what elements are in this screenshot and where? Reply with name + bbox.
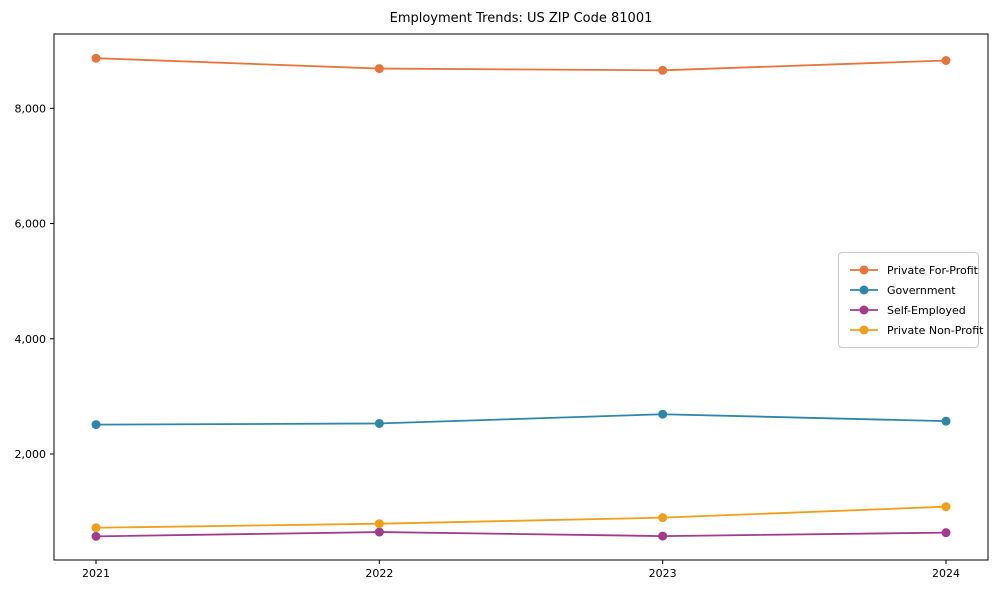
y-tick-label: 6,000: [15, 218, 47, 231]
x-tick-label: 2024: [932, 567, 960, 580]
x-tick-label: 2023: [649, 567, 677, 580]
series-line-self-employed: [95, 531, 947, 538]
series-line-private-non-profit: [95, 505, 947, 529]
x-tick-label: 2022: [365, 567, 393, 580]
data-point-marker: [941, 416, 951, 426]
data-point-marker: [941, 528, 951, 538]
series-line-private-for-profit: [95, 57, 947, 72]
data-point-marker: [941, 56, 951, 66]
data-point-marker: [658, 409, 668, 419]
data-point-marker: [91, 53, 101, 63]
data-point-marker: [91, 523, 101, 533]
y-tick-label: 8,000: [15, 102, 47, 115]
legend-item: Self-Employed: [849, 300, 968, 320]
legend-label: Private For-Profit: [887, 263, 978, 277]
chart-title: Employment Trends: US ZIP Code 81001: [389, 11, 653, 26]
legend-line-marker-icon: [850, 325, 878, 335]
data-point-marker: [374, 64, 384, 74]
data-point-marker: [658, 65, 668, 75]
legend-item: Government: [849, 280, 968, 300]
plot-box: [53, 33, 989, 561]
data-point-marker: [658, 513, 668, 523]
data-point-marker: [374, 519, 384, 529]
legend-line-marker-icon: [850, 305, 878, 315]
legend-label: Private Non-Profit: [887, 323, 984, 337]
legend-item: Private For-Profit: [849, 260, 978, 280]
x-tick-label: 2021: [82, 567, 110, 580]
legend-item: Private Non-Profit: [849, 320, 983, 340]
legend-line-marker-icon: [850, 285, 878, 295]
legend-label: Government: [887, 283, 956, 297]
legend-line-marker-icon: [850, 265, 878, 275]
data-point-marker: [374, 527, 384, 537]
data-point-marker: [941, 502, 951, 512]
data-point-marker: [91, 531, 101, 541]
y-tick-label: 2,000: [15, 448, 47, 461]
y-tick-label: 4,000: [15, 333, 47, 346]
data-point-marker: [658, 531, 668, 541]
data-point-marker: [374, 418, 384, 428]
data-point-marker: [91, 420, 101, 430]
legend-label: Self-Employed: [887, 303, 966, 317]
series-line-government: [95, 413, 947, 426]
legend: Private For-Profit Government Self-Employe…: [838, 252, 983, 348]
